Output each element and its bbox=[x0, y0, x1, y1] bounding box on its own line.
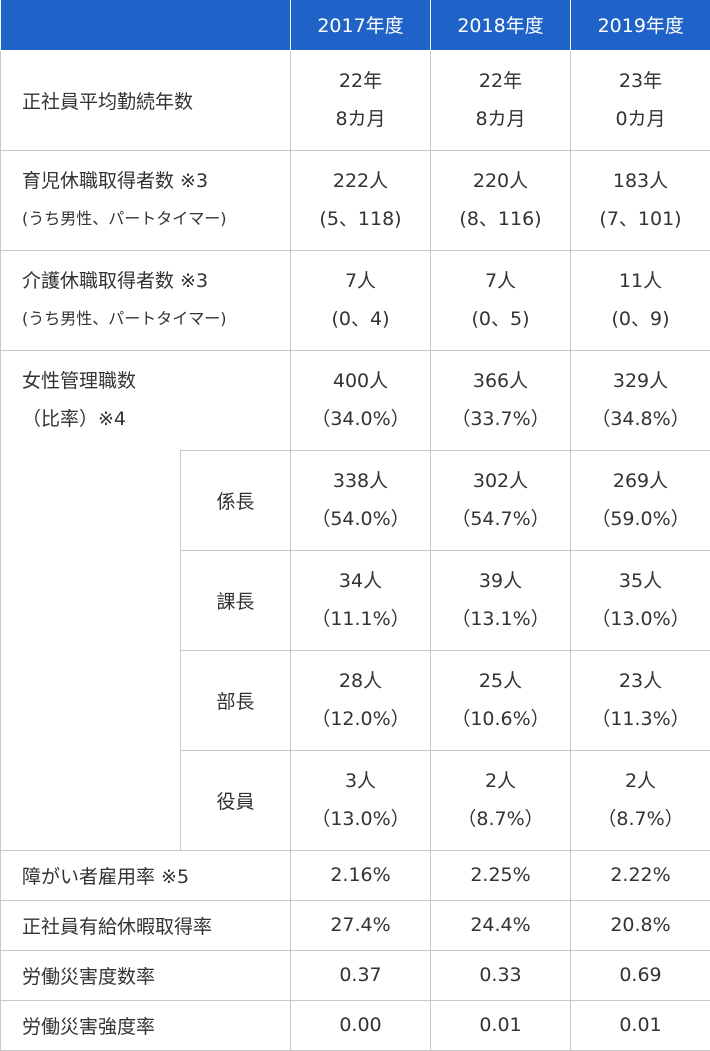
table-row: 介護休職取得者数 ※3 (うち男性、パートタイマー) 7人(0、4) 7人(0、… bbox=[1, 250, 710, 350]
value-cell: 28人（12.0%） bbox=[291, 650, 431, 750]
value-cell: 269人（59.0%） bbox=[571, 450, 710, 550]
value-cell: 2人（8.7%） bbox=[431, 750, 571, 850]
year-header: 2019年度 bbox=[571, 0, 710, 50]
sub-row: 係長 338人（54.0%） 302人（54.7%） 269人（59.0%） bbox=[1, 450, 710, 550]
row-label: 労働災害強度率 bbox=[1, 1000, 291, 1050]
value-cell: 222人(5、118) bbox=[291, 150, 431, 250]
value-cell: 366人（33.7%） bbox=[431, 350, 571, 450]
value-cell: 2人（8.7%） bbox=[571, 750, 710, 850]
value-cell: 25人（10.6%） bbox=[431, 650, 571, 750]
row-label: 障がい者雇用率 ※5 bbox=[1, 850, 291, 900]
value-cell: 329人（34.8%） bbox=[571, 350, 710, 450]
year-header: 2018年度 bbox=[431, 0, 571, 50]
value-cell: 34人（11.1%） bbox=[291, 550, 431, 650]
value-cell: 20.8% bbox=[571, 900, 710, 950]
sub-row-label: 課長 bbox=[181, 550, 291, 650]
value-cell: 0.01 bbox=[431, 1000, 571, 1050]
value-cell: 0.37 bbox=[291, 950, 431, 1000]
value-cell: 2.25% bbox=[431, 850, 571, 900]
header-blank-cell bbox=[1, 0, 291, 50]
value-cell: 2.22% bbox=[571, 850, 710, 900]
row-label: 育児休職取得者数 ※3 (うち男性、パートタイマー) bbox=[1, 150, 291, 250]
value-cell: 35人（13.0%） bbox=[571, 550, 710, 650]
table-row: 女性管理職数 （比率）※4 400人（34.0%） 366人（33.7%） 32… bbox=[1, 350, 710, 450]
table-row: 労働災害度数率 0.37 0.33 0.69 bbox=[1, 950, 710, 1000]
value-cell: 0.01 bbox=[571, 1000, 710, 1050]
table-row: 正社員有給休暇取得率 27.4% 24.4% 20.8% bbox=[1, 900, 710, 950]
sub-row-label: 係長 bbox=[181, 450, 291, 550]
row-label: 正社員有給休暇取得率 bbox=[1, 900, 291, 950]
value-cell: 27.4% bbox=[291, 900, 431, 950]
value-cell: 23人（11.3%） bbox=[571, 650, 710, 750]
value-cell: 0.69 bbox=[571, 950, 710, 1000]
row-label: 労働災害度数率 bbox=[1, 950, 291, 1000]
sub-row-label: 役員 bbox=[181, 750, 291, 850]
value-cell: 338人（54.0%） bbox=[291, 450, 431, 550]
year-header: 2017年度 bbox=[291, 0, 431, 50]
table-row: 障がい者雇用率 ※5 2.16% 2.25% 2.22% bbox=[1, 850, 710, 900]
value-cell: 0.00 bbox=[291, 1000, 431, 1050]
value-cell: 3人（13.0%） bbox=[291, 750, 431, 850]
value-cell: 220人(8、116) bbox=[431, 150, 571, 250]
row-label: 女性管理職数 （比率）※4 bbox=[1, 350, 291, 450]
value-cell: 24.4% bbox=[431, 900, 571, 950]
row-label: 正社員平均勤続年数 bbox=[1, 50, 291, 150]
value-cell: 39人（13.1%） bbox=[431, 550, 571, 650]
row-label: 介護休職取得者数 ※3 (うち男性、パートタイマー) bbox=[1, 250, 291, 350]
value-cell: 11人(0、9) bbox=[571, 250, 710, 350]
value-cell: 2.16% bbox=[291, 850, 431, 900]
value-cell: 7人(0、4) bbox=[291, 250, 431, 350]
header-row: 2017年度 2018年度 2019年度 bbox=[1, 0, 710, 50]
value-cell: 7人(0、5) bbox=[431, 250, 571, 350]
value-cell: 183人(7、101) bbox=[571, 150, 710, 250]
sub-row-label: 部長 bbox=[181, 650, 291, 750]
value-cell: 0.33 bbox=[431, 950, 571, 1000]
value-cell: 400人（34.0%） bbox=[291, 350, 431, 450]
indent-spacer bbox=[1, 450, 181, 850]
table-row: 育児休職取得者数 ※3 (うち男性、パートタイマー) 222人(5、118) 2… bbox=[1, 150, 710, 250]
table-row: 労働災害強度率 0.00 0.01 0.01 bbox=[1, 1000, 710, 1050]
value-cell: 302人（54.7%） bbox=[431, 450, 571, 550]
